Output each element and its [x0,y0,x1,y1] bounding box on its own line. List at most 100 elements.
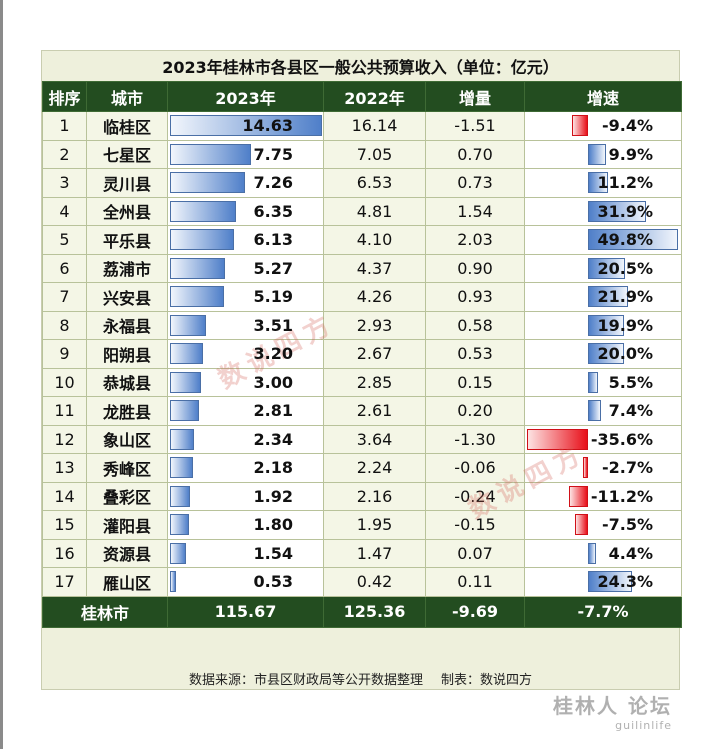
growth-value: 5.5% [608,372,653,392]
cell-2023: 6.35 [167,196,324,226]
cell-rank: 1 [42,111,87,141]
cell-city: 恭城县 [86,367,168,397]
growth-bar [588,542,596,564]
bar-2023 [170,229,234,250]
cell-growth: 9.9% [524,139,682,169]
forum-watermark-title: 桂林人 论坛 [553,694,672,718]
cell-2023: 2.18 [167,453,324,483]
table-body: 1 临桂区 14.63 16.14 -1.51 -9.4% 2 七星区 7.75 7.05 0.70… [42,111,682,597]
cell-growth: 49.8% [524,225,682,255]
cell-2023: 3.51 [167,310,324,340]
source-text: 数据来源：市县区财政局等公开数据整理 [188,672,423,688]
cell-2022: 4.37 [323,253,426,283]
value-2023: 7.75 [253,144,293,164]
cell-city: 全州县 [86,196,168,226]
value-2023: 7.26 [253,173,293,192]
cell-rank: 13 [42,453,87,483]
cell-city: 临桂区 [86,111,168,141]
growth-bar [583,457,588,478]
total-delta: -9.69 [425,595,525,628]
cell-growth: 11.2% [524,168,682,198]
growth-bar [527,428,588,450]
bar-2023 [170,286,224,307]
cell-2023: 2.81 [167,396,324,426]
cell-delta: 2.03 [425,225,525,255]
cell-growth: -9.4% [524,111,682,141]
cell-city: 阳朔县 [86,339,168,369]
growth-bar [588,257,626,279]
cell-rank: 17 [42,567,87,597]
cell-rank: 12 [42,424,87,454]
cell-growth: 20.0% [524,339,682,369]
growth-value: -7.5% [601,515,653,534]
cell-rank: 11 [42,396,87,426]
growth-bar [568,485,588,507]
cell-growth: 21.9% [524,282,682,312]
cell-delta: -1.51 [425,111,525,141]
value-2023: 0.53 [253,572,293,591]
cell-2022: 2.61 [323,396,426,426]
cell-growth: 19.9% [524,310,682,340]
cell-growth: -2.7% [524,453,682,483]
cell-2022: 2.24 [323,453,426,483]
cell-delta: 0.73 [425,168,525,198]
value-2023: 3.00 [253,372,293,392]
growth-value: 11.2% [597,173,653,192]
growth-value: -35.6% [590,429,653,449]
cell-delta: -0.06 [425,453,525,483]
growth-value: 49.8% [597,230,653,249]
cell-rank: 15 [42,510,87,540]
cell-city: 兴安县 [86,282,168,312]
cell-city: 灌阳县 [86,510,168,540]
cell-2022: 2.67 [323,339,426,369]
cell-delta: 0.07 [425,538,525,568]
growth-value: 4.4% [608,543,653,563]
bar-2023 [170,257,225,279]
cell-2023: 3.00 [167,367,324,397]
table-row: 9 阳朔县 3.20 2.67 0.53 20.0% [42,339,682,369]
cell-2023: 1.54 [167,538,324,568]
cell-rank: 16 [42,538,87,568]
value-2023: 5.27 [253,258,293,278]
cell-delta: 0.11 [425,567,525,597]
growth-value: 19.9% [597,315,653,335]
cell-delta: 1.54 [425,196,525,226]
cell-2022: 6.53 [323,168,426,198]
forum-watermark: 桂林人 论坛 guilinlife [553,690,672,732]
growth-value: -9.4% [601,116,653,135]
cell-city: 象山区 [86,424,168,454]
value-2023: 3.20 [253,344,293,363]
table-row: 2 七星区 7.75 7.05 0.70 9.9% [42,139,682,169]
cell-delta: 0.53 [425,339,525,369]
value-2023: 2.18 [253,458,293,477]
cell-2023: 5.19 [167,282,324,312]
cell-2023: 7.75 [167,139,324,169]
cell-growth: -11.2% [524,481,682,511]
cell-2022: 16.14 [323,111,426,141]
cell-2023: 7.26 [167,168,324,198]
cell-2022: 3.64 [323,424,426,454]
cell-growth: 4.4% [524,538,682,568]
budget-table: 排序 城市 2023年 2022年 增量 增速 1 临桂区 14.63 16.14 -1… [42,81,682,628]
cell-delta: -0.15 [425,510,525,540]
total-row: 桂林市 115.67 125.36 -9.69 -7.7% [42,595,682,628]
cell-rank: 14 [42,481,87,511]
cell-delta: 0.93 [425,282,525,312]
header-delta: 增量 [425,81,525,112]
growth-value: 7.4% [608,401,653,420]
cell-city: 七星区 [86,139,168,169]
growth-value: 20.5% [597,258,653,278]
cell-city: 秀峰区 [86,453,168,483]
table-row: 12 象山区 2.34 3.64 -1.30 -35.6% [42,424,682,454]
growth-bar [588,371,598,393]
value-2023: 3.51 [253,315,293,335]
value-2023: 14.63 [242,116,293,135]
table-row: 10 恭城县 3.00 2.85 0.15 5.5% [42,367,682,397]
header-row: 排序 城市 2023年 2022年 增量 增速 [42,81,682,112]
cell-2023: 1.92 [167,481,324,511]
cell-city: 龙胜县 [86,396,168,426]
table-row: 8 永福县 3.51 2.93 0.58 19.9% [42,310,682,340]
cell-city: 资源县 [86,538,168,568]
cell-growth: -35.6% [524,424,682,454]
bar-2023 [170,485,190,507]
